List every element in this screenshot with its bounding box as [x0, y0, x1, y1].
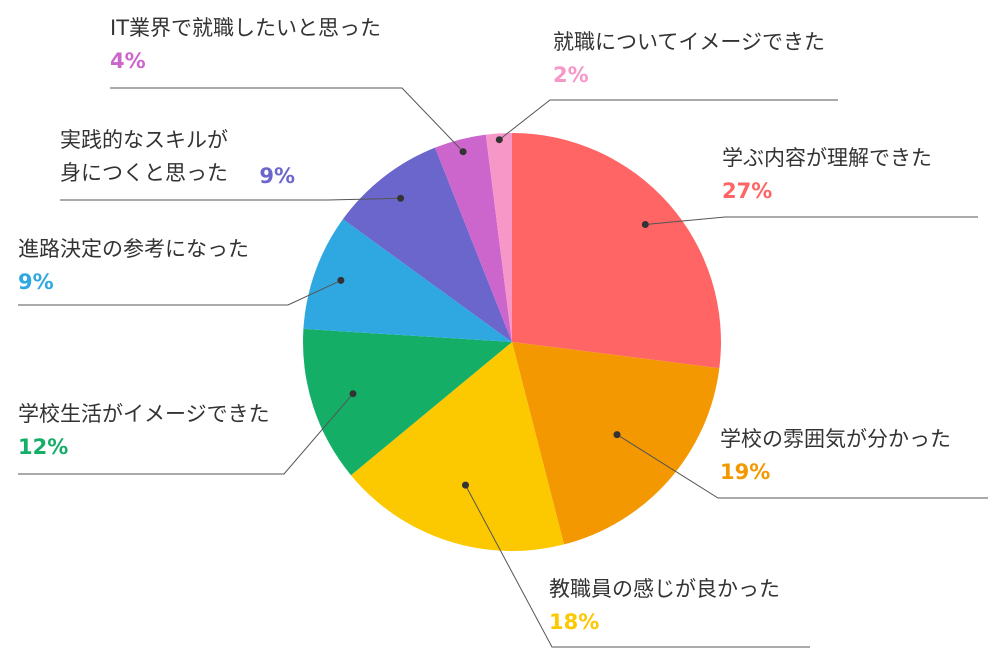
slice-percent-2: 18%	[549, 610, 599, 634]
leader-dot-3	[349, 390, 357, 398]
leader-dot-6	[459, 148, 467, 156]
pie-slice-6	[435, 134, 512, 342]
slice-label-4: 進路決定の参考になった	[18, 237, 249, 261]
slice-label-0: 学ぶ内容が理解できた	[722, 146, 932, 170]
leader-dot-7	[495, 136, 503, 144]
pie-slice-4	[303, 219, 512, 342]
slice-percent-3: 12%	[18, 435, 68, 459]
pie-slice-7	[485, 133, 512, 342]
leader-dot-2	[462, 481, 469, 489]
slice-label-1: 学校の雰囲気が分かった	[720, 427, 951, 451]
leader-dot-5	[397, 194, 405, 202]
leader-line-5	[60, 197, 401, 201]
leader-line-1	[616, 434, 988, 499]
slice-label-6: IT業界で就職したいと思った	[110, 16, 381, 40]
slice-percent-1: 19%	[720, 460, 770, 484]
slice-label-2: 教職員の感じが良かった	[549, 577, 780, 601]
leader-line-6	[110, 87, 464, 153]
leader-line-3	[18, 393, 354, 475]
slice-label-3: 学校生活がイメージできた	[18, 402, 270, 426]
pie-slice-2	[350, 342, 564, 551]
leader-line-7	[498, 99, 838, 141]
pie-slice-0	[512, 133, 721, 369]
pie-slice-5	[342, 147, 512, 342]
slice-percent-6: 4%	[110, 49, 146, 73]
slice-label-5-line-0: 実践的なスキルが	[60, 128, 228, 152]
leader-dot-4	[337, 276, 345, 284]
slice-label-5-line-1: 身につくと思った	[60, 161, 228, 185]
leader-dot-1	[613, 431, 621, 439]
leader-dot-0	[641, 221, 649, 228]
pie-slice-1	[512, 342, 720, 545]
leader-line-0	[645, 216, 978, 225]
slice-label-7: 就職についてイメージできた	[553, 30, 825, 54]
slice-percent-5: 9%	[259, 164, 295, 188]
leader-line-2	[465, 484, 810, 648]
pie-slice-3	[302, 328, 512, 476]
slice-percent-0: 27%	[722, 179, 772, 203]
leader-line-4	[18, 279, 342, 306]
slice-percent-7: 2%	[553, 63, 589, 87]
slice-percent-4: 9%	[18, 270, 54, 294]
